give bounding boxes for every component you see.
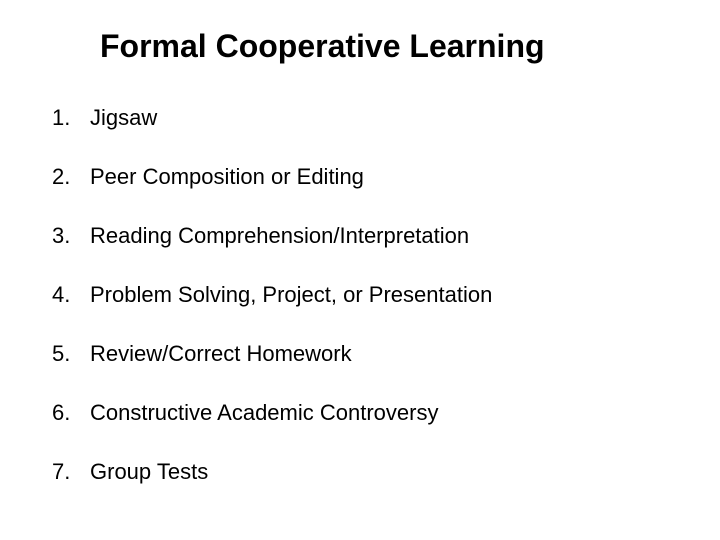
numbered-list: Jigsaw Peer Composition or Editing Readi… (40, 105, 680, 485)
list-item: Constructive Academic Controversy (40, 400, 680, 426)
list-item: Reading Comprehension/Interpretation (40, 223, 680, 249)
list-item: Jigsaw (40, 105, 680, 131)
list-item: Peer Composition or Editing (40, 164, 680, 190)
slide-title: Formal Cooperative Learning (100, 28, 680, 65)
list-item: Problem Solving, Project, or Presentatio… (40, 282, 680, 308)
list-item: Group Tests (40, 459, 680, 485)
list-item: Review/Correct Homework (40, 341, 680, 367)
